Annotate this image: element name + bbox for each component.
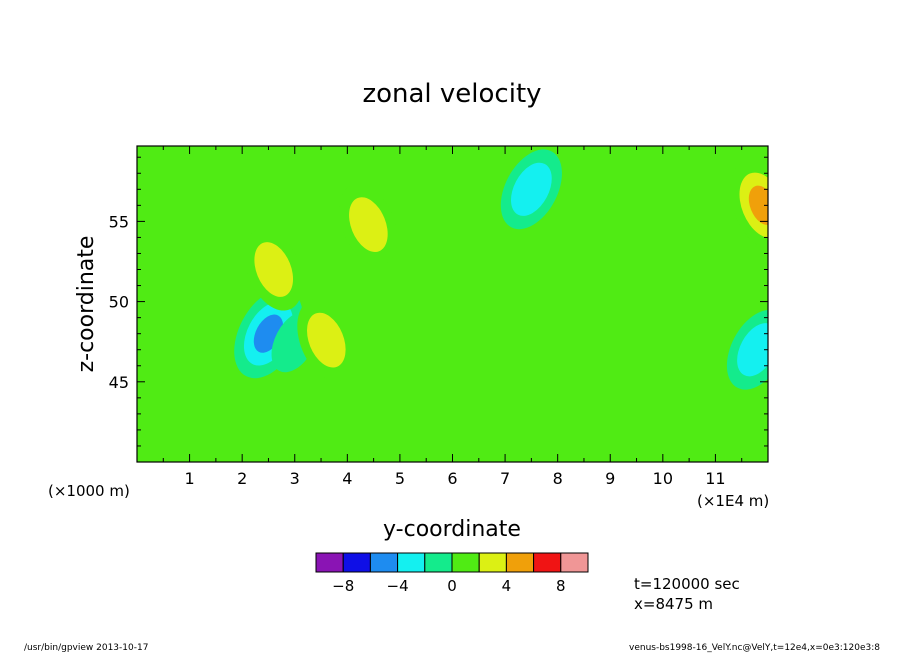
colorbar-cell-2 — [369, 552, 399, 573]
colorbar-cell-8 — [533, 552, 562, 573]
x-tick-label: 4 — [342, 469, 352, 488]
x-tick-label: 11 — [705, 469, 725, 488]
footer-left: /usr/bin/gpview 2013-10-17 — [24, 643, 148, 653]
y-axis-label: z-coordinate — [74, 236, 99, 373]
colorbar: −8 −4 0 4 8 — [315, 552, 589, 595]
x-tick-label: 3 — [290, 469, 300, 488]
time-label: t=120000 sec — [634, 575, 740, 593]
colorbar-cell-5 — [451, 552, 480, 573]
contour-blob-2 — [254, 242, 294, 297]
colorbar-tick-label: −4 — [387, 577, 409, 595]
contour-blob-5 — [511, 162, 552, 216]
footer-right: venus-bs1998-16_VelY.nc@VelY,t=12e4,x=0e… — [629, 643, 880, 653]
x-axis-label: y-coordinate — [383, 517, 521, 542]
colorbar-cell-3 — [397, 552, 426, 573]
contour-blob-3 — [306, 312, 346, 368]
x-tick-label: 1 — [184, 469, 194, 488]
colorbar-cell-1 — [342, 552, 371, 573]
colorbar-cell-0 — [315, 552, 344, 573]
x-multiplier-note: (×1E4 m) — [697, 492, 769, 510]
colorbar-cell-6 — [478, 552, 507, 573]
y-tick-label: 45 — [109, 373, 129, 392]
x-tick-label: 7 — [500, 469, 510, 488]
colorbar-cell-4 — [424, 552, 453, 573]
x-tick-label: 8 — [553, 469, 563, 488]
colorbar-tick-label: 8 — [556, 577, 566, 595]
contour-blob-6 — [748, 185, 768, 226]
position-label: x=8475 m — [634, 595, 713, 613]
colorbar-tick-label: 4 — [502, 577, 512, 595]
x-tick-label: 2 — [237, 469, 247, 488]
x-tick-label: 10 — [653, 469, 673, 488]
contour-blob-4 — [349, 197, 388, 252]
chart-title: zonal velocity — [362, 79, 541, 109]
y-multiplier-note: (×1000 m) — [48, 482, 130, 500]
y-tick-label: 55 — [109, 212, 129, 231]
colorbar-tick-label: −8 — [332, 577, 354, 595]
plot-background — [137, 146, 768, 462]
plot-area — [137, 146, 768, 462]
colorbar-cell-9 — [560, 552, 589, 573]
colorbar-cell-7 — [505, 552, 535, 573]
colorbar-tick-label: 0 — [447, 577, 457, 595]
x-tick-label: 9 — [605, 469, 615, 488]
contour-field — [234, 149, 768, 390]
y-tick-label: 50 — [109, 293, 129, 312]
x-tick-label: 5 — [395, 469, 405, 488]
x-tick-label: 6 — [447, 469, 457, 488]
